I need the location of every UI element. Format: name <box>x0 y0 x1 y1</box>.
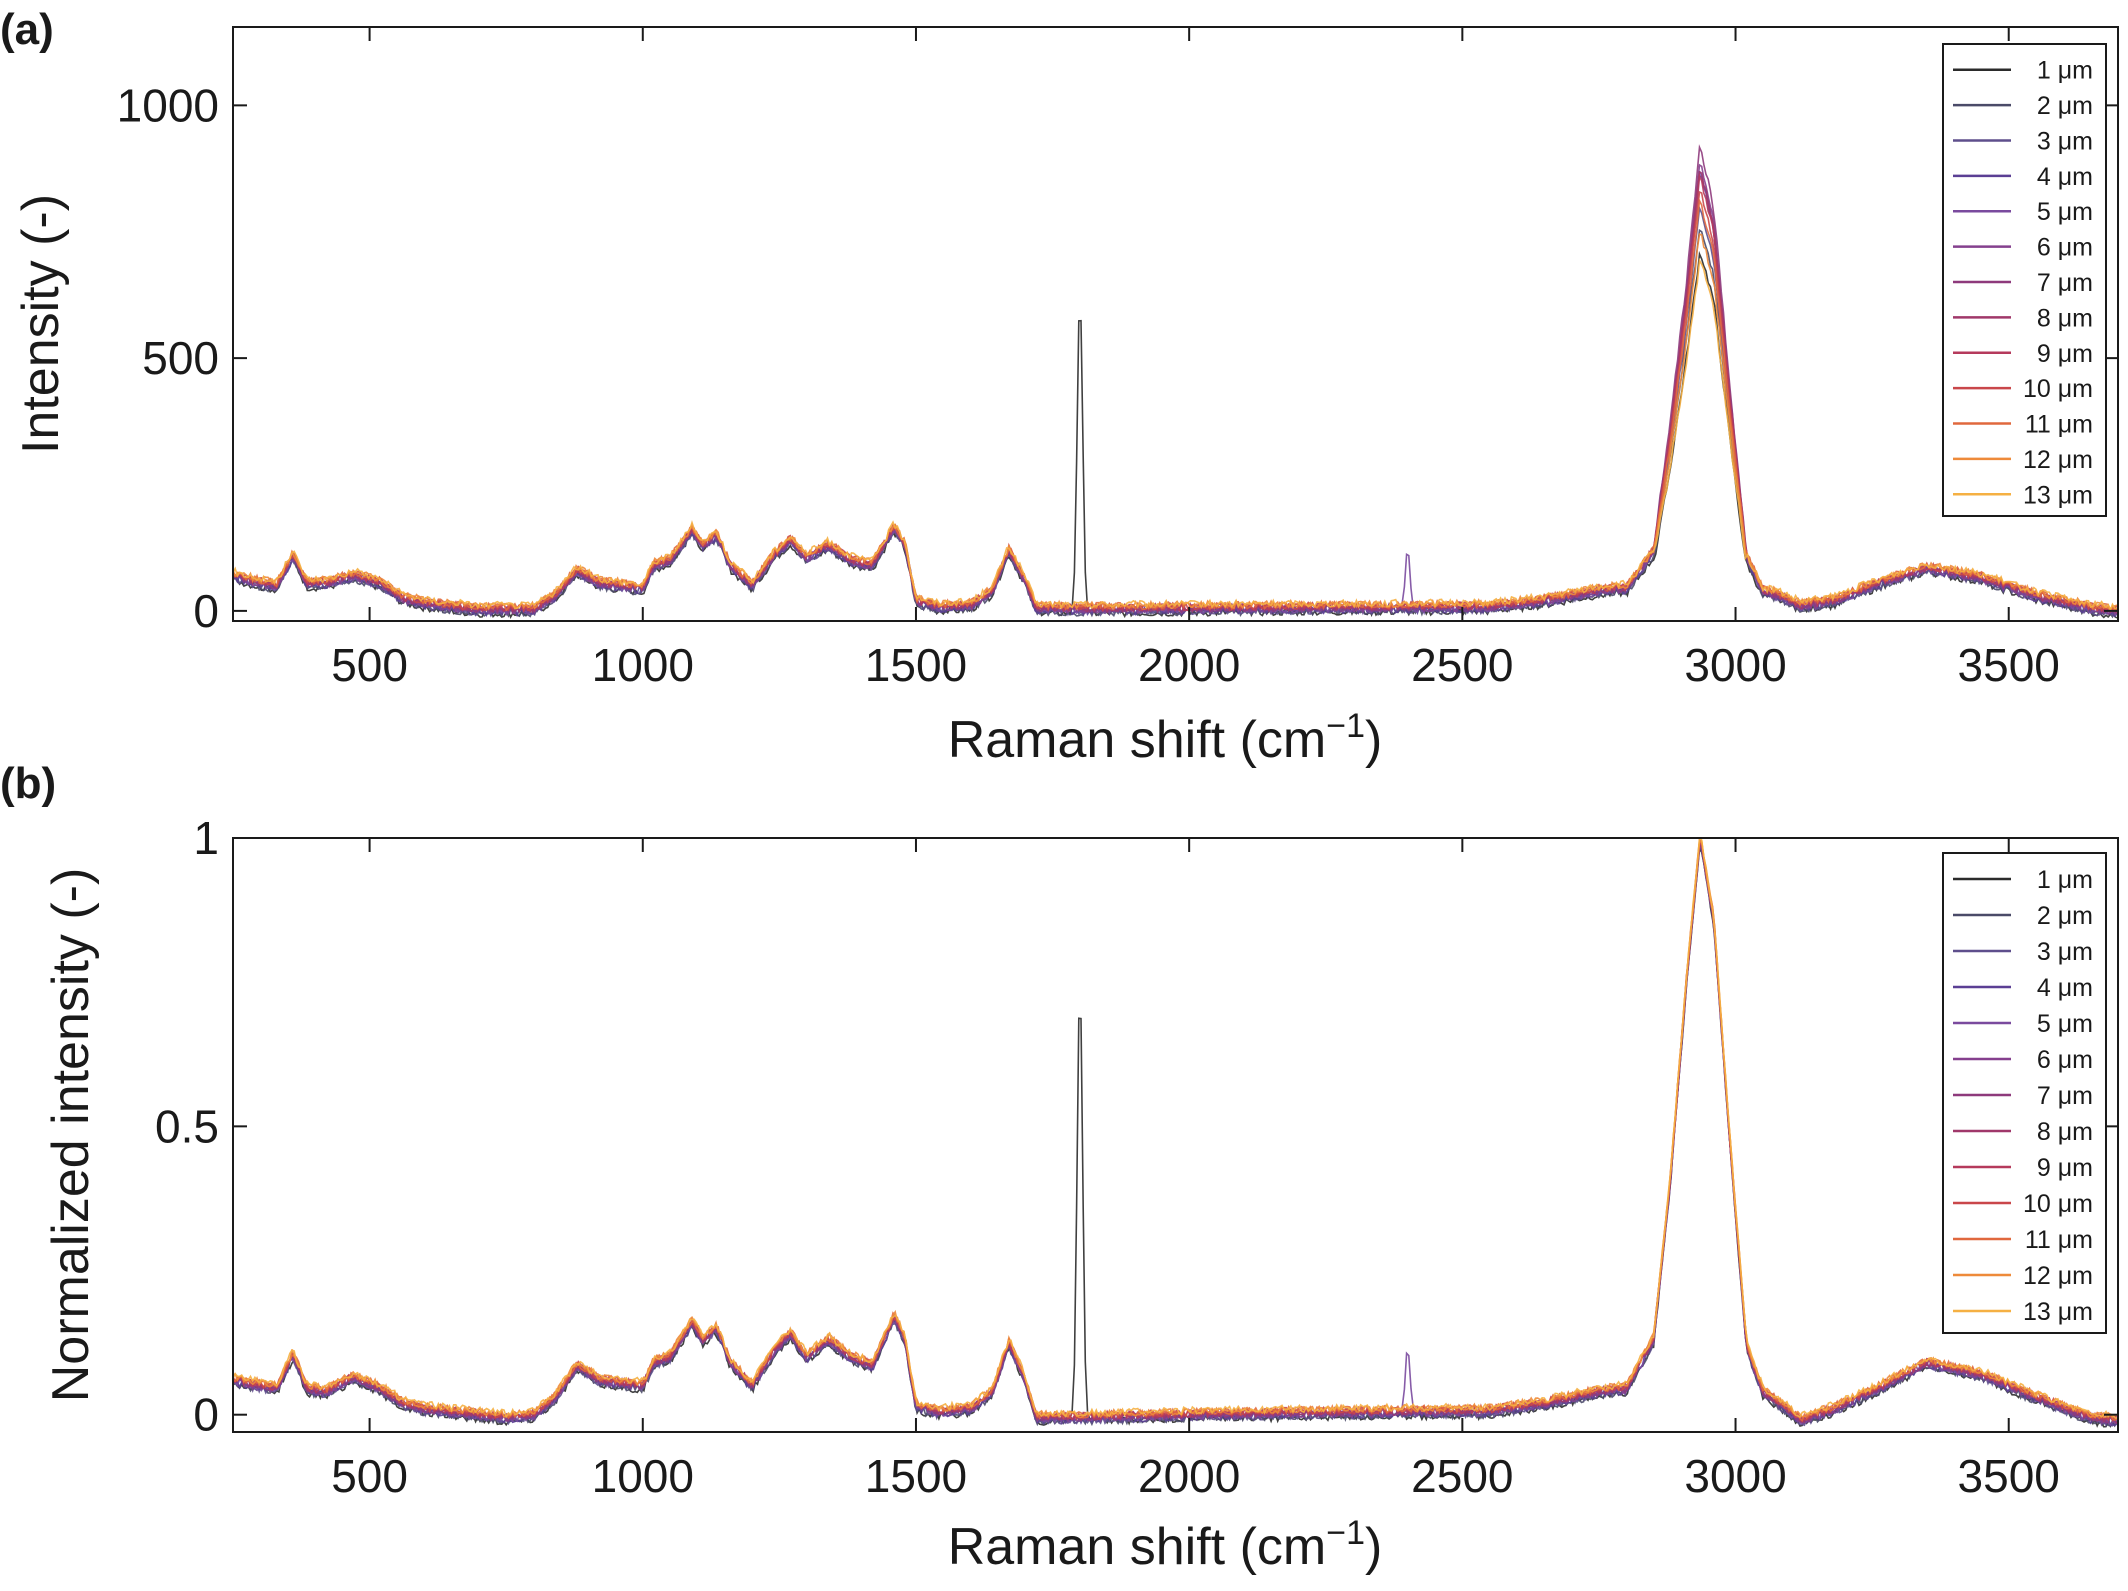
panel-b-frame <box>232 837 2119 1433</box>
panel-b-x-axis-title-end: ) <box>1365 1518 1382 1576</box>
legend-label-a-6: 6 μm <box>2037 234 2093 262</box>
series-line-b-11 <box>233 838 2118 1423</box>
series-line-a-3 <box>233 205 2118 618</box>
legend-label-b-2: 2 μm <box>2037 902 2093 930</box>
legend-label-b-4: 4 μm <box>2037 974 2093 1002</box>
series-line-a-1 <box>233 250 2118 619</box>
series-line-b-7 <box>233 841 2118 1424</box>
y-tick-label-b-1: 0.5 <box>155 1100 219 1152</box>
panel-b-x-ticks: 500 1000 1500 2000 2500 3000 3500 <box>331 838 2060 1502</box>
panel-a: (a) 0 500 1000 500 1000 1500 2000 2500 3000 3500… <box>0 5 2119 769</box>
legend-label-b-5: 5 μm <box>2037 1010 2093 1038</box>
series-line-b-1 <box>233 846 2118 1428</box>
legend-label-a-4: 4 μm <box>2037 163 2093 191</box>
legend-label-a-3: 3 μm <box>2037 127 2093 155</box>
legend-label-a-2: 2 μm <box>2037 92 2093 120</box>
legend-label-a-7: 7 μm <box>2037 269 2093 297</box>
legend-label-a-12: 12 μm <box>2023 446 2093 474</box>
y-tick-label-a-0: 0 <box>193 585 219 637</box>
legend-label-a-13: 13 μm <box>2023 481 2093 509</box>
legend-label-b-9: 9 μm <box>2037 1154 2093 1182</box>
series-line-b-4 <box>233 842 2118 1428</box>
panel-a-y-axis-title: Intensity (-) <box>12 194 70 454</box>
x-tick-label-a-6: 3500 <box>1958 639 2060 691</box>
x-tick-label-b-6: 3500 <box>1958 1450 2060 1502</box>
legend-label-a-10: 10 μm <box>2023 375 2093 403</box>
legend-label-b-10: 10 μm <box>2023 1190 2093 1218</box>
series-line-b-13 <box>233 838 2118 1420</box>
y-tick-label-b-2: 1 <box>193 812 219 864</box>
y-tick-label-a-2: 1000 <box>117 79 219 131</box>
y-tick-label-a-1: 500 <box>142 332 219 384</box>
x-tick-label-b-3: 2000 <box>1138 1450 1240 1502</box>
panel-b-x-axis-title-main: Raman shift (cm <box>948 1518 1327 1576</box>
series-line-b-2 <box>233 844 2118 1427</box>
series-line-b-12 <box>233 839 2117 1419</box>
x-tick-label-b-0: 500 <box>331 1450 408 1502</box>
panel-a-x-axis-title-end: ) <box>1365 711 1382 769</box>
panel-a-y-ticks: 0 500 1000 <box>117 79 2118 637</box>
x-tick-label-a-5: 3000 <box>1684 639 1786 691</box>
panel-a-x-ticks: 500 1000 1500 2000 2500 3000 3500 <box>331 27 2060 691</box>
panel-a-legend: 1 μm 2 μm 3 μm 4 μm 5 μm 6 μm 7 μm 8 μm 9 μm 10 μ… <box>1942 43 2107 517</box>
x-tick-label-a-2: 1500 <box>865 639 967 691</box>
series-line-a-9 <box>233 173 2118 614</box>
legend-label-b-8: 8 μm <box>2037 1118 2093 1146</box>
legend-label-a-5: 5 μm <box>2037 198 2093 226</box>
legend-label-b-13: 13 μm <box>2023 1298 2093 1326</box>
legend-label-b-3: 3 μm <box>2037 938 2093 966</box>
y-tick-label-b-0: 0 <box>193 1389 219 1441</box>
x-tick-label-a-0: 500 <box>331 639 408 691</box>
panel-a-x-axis-title-main: Raman shift (cm <box>948 711 1327 769</box>
x-tick-label-a-4: 2500 <box>1411 639 1513 691</box>
panel-a-x-axis-title: Raman shift (cm−1) <box>948 707 1383 769</box>
panel-b-legend: 1 μm 2 μm 3 μm 4 μm 5 μm 6 μm 7 μm 8 μm 9 μm 10 μ… <box>1942 852 2107 1334</box>
panel-b-y-ticks: 00.51 <box>155 812 2118 1441</box>
series-line-a-5 <box>233 170 2118 617</box>
x-tick-label-b-1: 1000 <box>592 1450 694 1502</box>
series-line-b-8 <box>233 844 2118 1424</box>
panel-b-plot-area <box>233 838 2118 1428</box>
legend-label-b-1: 1 μm <box>2037 866 2093 894</box>
series-line-b-10 <box>233 841 2118 1423</box>
legend-box-b <box>1942 852 2107 1334</box>
series-line-a-12 <box>233 233 2118 612</box>
series-line-a-10 <box>233 190 2118 613</box>
panel-a-x-axis-title-sup: −1 <box>1326 707 1365 745</box>
panel-b-label: (b) <box>0 759 56 808</box>
series-line-b-3 <box>233 845 2118 1427</box>
legend-label-a-9: 9 μm <box>2037 340 2093 368</box>
series-line-b-6 <box>233 846 2118 1425</box>
x-tick-label-a-1: 1000 <box>592 639 694 691</box>
panel-a-plot-area <box>233 144 2118 619</box>
x-tick-label-b-2: 1500 <box>865 1450 967 1502</box>
panel-a-frame <box>232 26 2119 622</box>
legend-label-b-12: 12 μm <box>2023 1262 2093 1290</box>
x-tick-label-a-3: 2000 <box>1138 639 1240 691</box>
legend-label-b-7: 7 μm <box>2037 1082 2093 1110</box>
legend-label-a-11: 11 μm <box>2025 411 2093 439</box>
series-line-a-7 <box>233 144 2118 615</box>
panel-a-label: (a) <box>0 5 54 54</box>
x-tick-label-b-4: 2500 <box>1411 1450 1513 1502</box>
x-tick-label-b-5: 3000 <box>1684 1450 1786 1502</box>
series-line-b-5 <box>233 843 2118 1426</box>
series-line-a-13 <box>233 257 2117 612</box>
panel-b-y-axis-title: Normalized intensity (-) <box>42 868 100 1403</box>
series-line-a-6 <box>233 163 2118 616</box>
panel-b: (b) 00.51 500 1000 1500 2000 2500 3000 3500 Ra… <box>0 759 2119 1576</box>
legend-label-a-1: 1 μm <box>2037 57 2093 85</box>
series-line-a-8 <box>233 170 2118 615</box>
legend-box-a <box>1942 43 2107 517</box>
panel-b-x-axis-title-sup: −1 <box>1326 1514 1365 1552</box>
legend-label-a-8: 8 μm <box>2037 304 2093 332</box>
legend-label-b-11: 11 μm <box>2025 1226 2093 1254</box>
series-line-b-9 <box>233 839 2118 1423</box>
panel-b-x-axis-title: Raman shift (cm−1) <box>948 1514 1383 1576</box>
series-line-a-11 <box>233 197 2118 613</box>
series-line-a-4 <box>233 174 2118 618</box>
legend-label-b-6: 6 μm <box>2037 1046 2093 1074</box>
series-line-a-2 <box>233 228 2118 619</box>
